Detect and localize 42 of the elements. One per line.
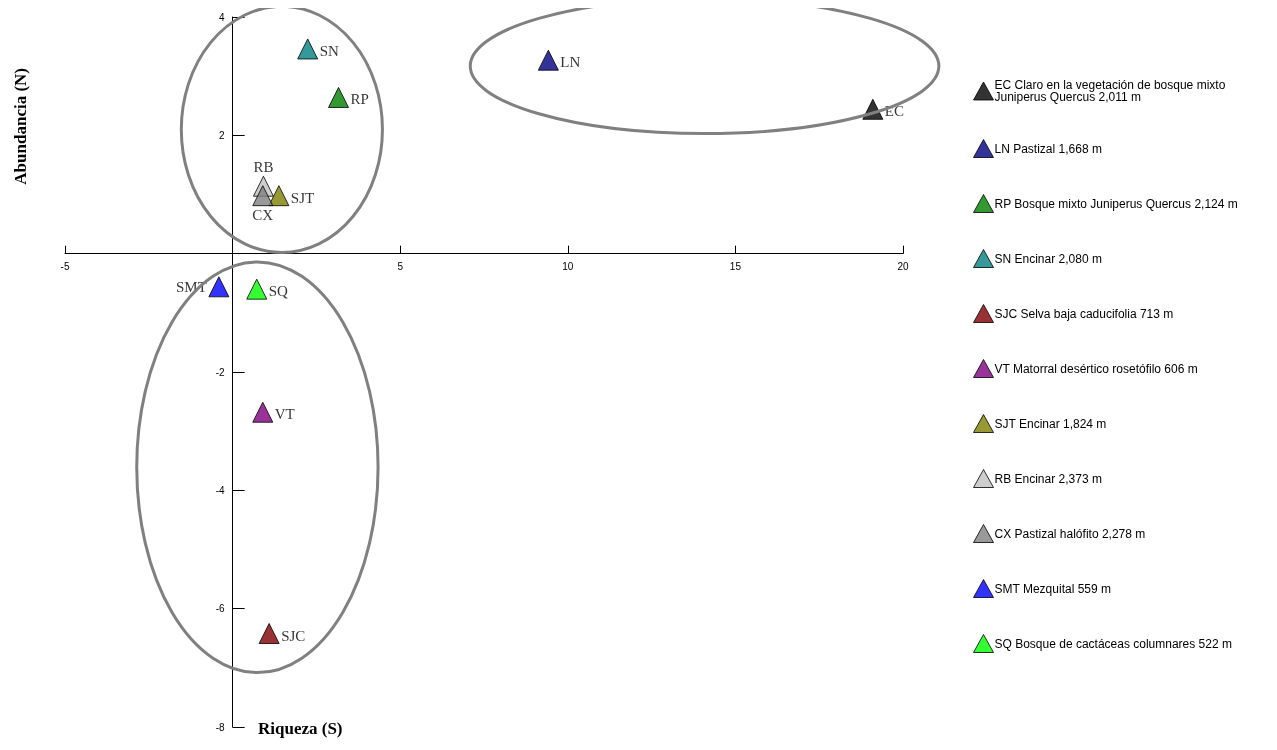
annotation: RP	[350, 91, 369, 108]
x-tick-label: 10	[562, 261, 574, 273]
legend-label: EC Claro en la vegetación de bosque mixto Juniperus Quercus 2,011 m	[994, 78, 1229, 104]
annotation: SN	[319, 42, 340, 59]
point	[268, 185, 290, 207]
annotation: SQ	[268, 283, 289, 300]
point	[328, 86, 350, 108]
y-tick-label: 4	[219, 11, 226, 23]
legend-label: SN Encinar 2,080 m	[994, 251, 1102, 266]
x-axis-title: Riqueza (S)	[258, 719, 343, 738]
annotation: CX	[252, 207, 274, 224]
legend-label: VT Matorral desértico rosetófilo 606 m	[994, 361, 1198, 376]
legend-label: RB Encinar 2,373 m	[994, 471, 1102, 486]
x-tick-label: 5	[397, 261, 404, 273]
legend-label: RP Bosque mixto Juniperus Quercus 2,124 m	[994, 196, 1238, 211]
x-tick-label: -5	[60, 261, 70, 273]
x-tick-label: 20	[897, 261, 909, 273]
point	[537, 49, 559, 71]
annotation: SJC	[281, 627, 306, 644]
annotation: VT	[274, 406, 295, 423]
annotation: RB	[253, 158, 274, 175]
y-tick-label: 2	[219, 129, 226, 141]
legend-label: LN Pastizal 1,668 m	[994, 141, 1102, 156]
annotation: SJT	[290, 189, 315, 206]
legend-label: SMT Mezquital 559 m	[994, 581, 1111, 596]
point	[246, 278, 268, 300]
point	[297, 38, 319, 60]
y-tick-label: -2	[215, 366, 226, 378]
y-tick-label: -6	[215, 603, 226, 615]
y-tick-label: -8	[215, 721, 226, 733]
point	[208, 276, 230, 298]
legend-label: CX Pastizal halófito 2,278 m	[994, 526, 1146, 541]
point	[258, 623, 280, 645]
y-axis-title: Abundancia (N)	[11, 68, 30, 185]
point	[252, 185, 274, 207]
legend-label: SJT Encinar 1,824 m	[994, 416, 1107, 431]
point	[252, 401, 274, 423]
legend-label: SJC Selva baja caducifolia 713 m	[994, 306, 1174, 321]
annotation: LN	[560, 54, 581, 71]
x-tick-label: 15	[729, 261, 742, 273]
legend-label: SQ Bosque de cactáceas columnares 522 m	[994, 636, 1232, 651]
y-tick-label: -4	[215, 484, 226, 496]
